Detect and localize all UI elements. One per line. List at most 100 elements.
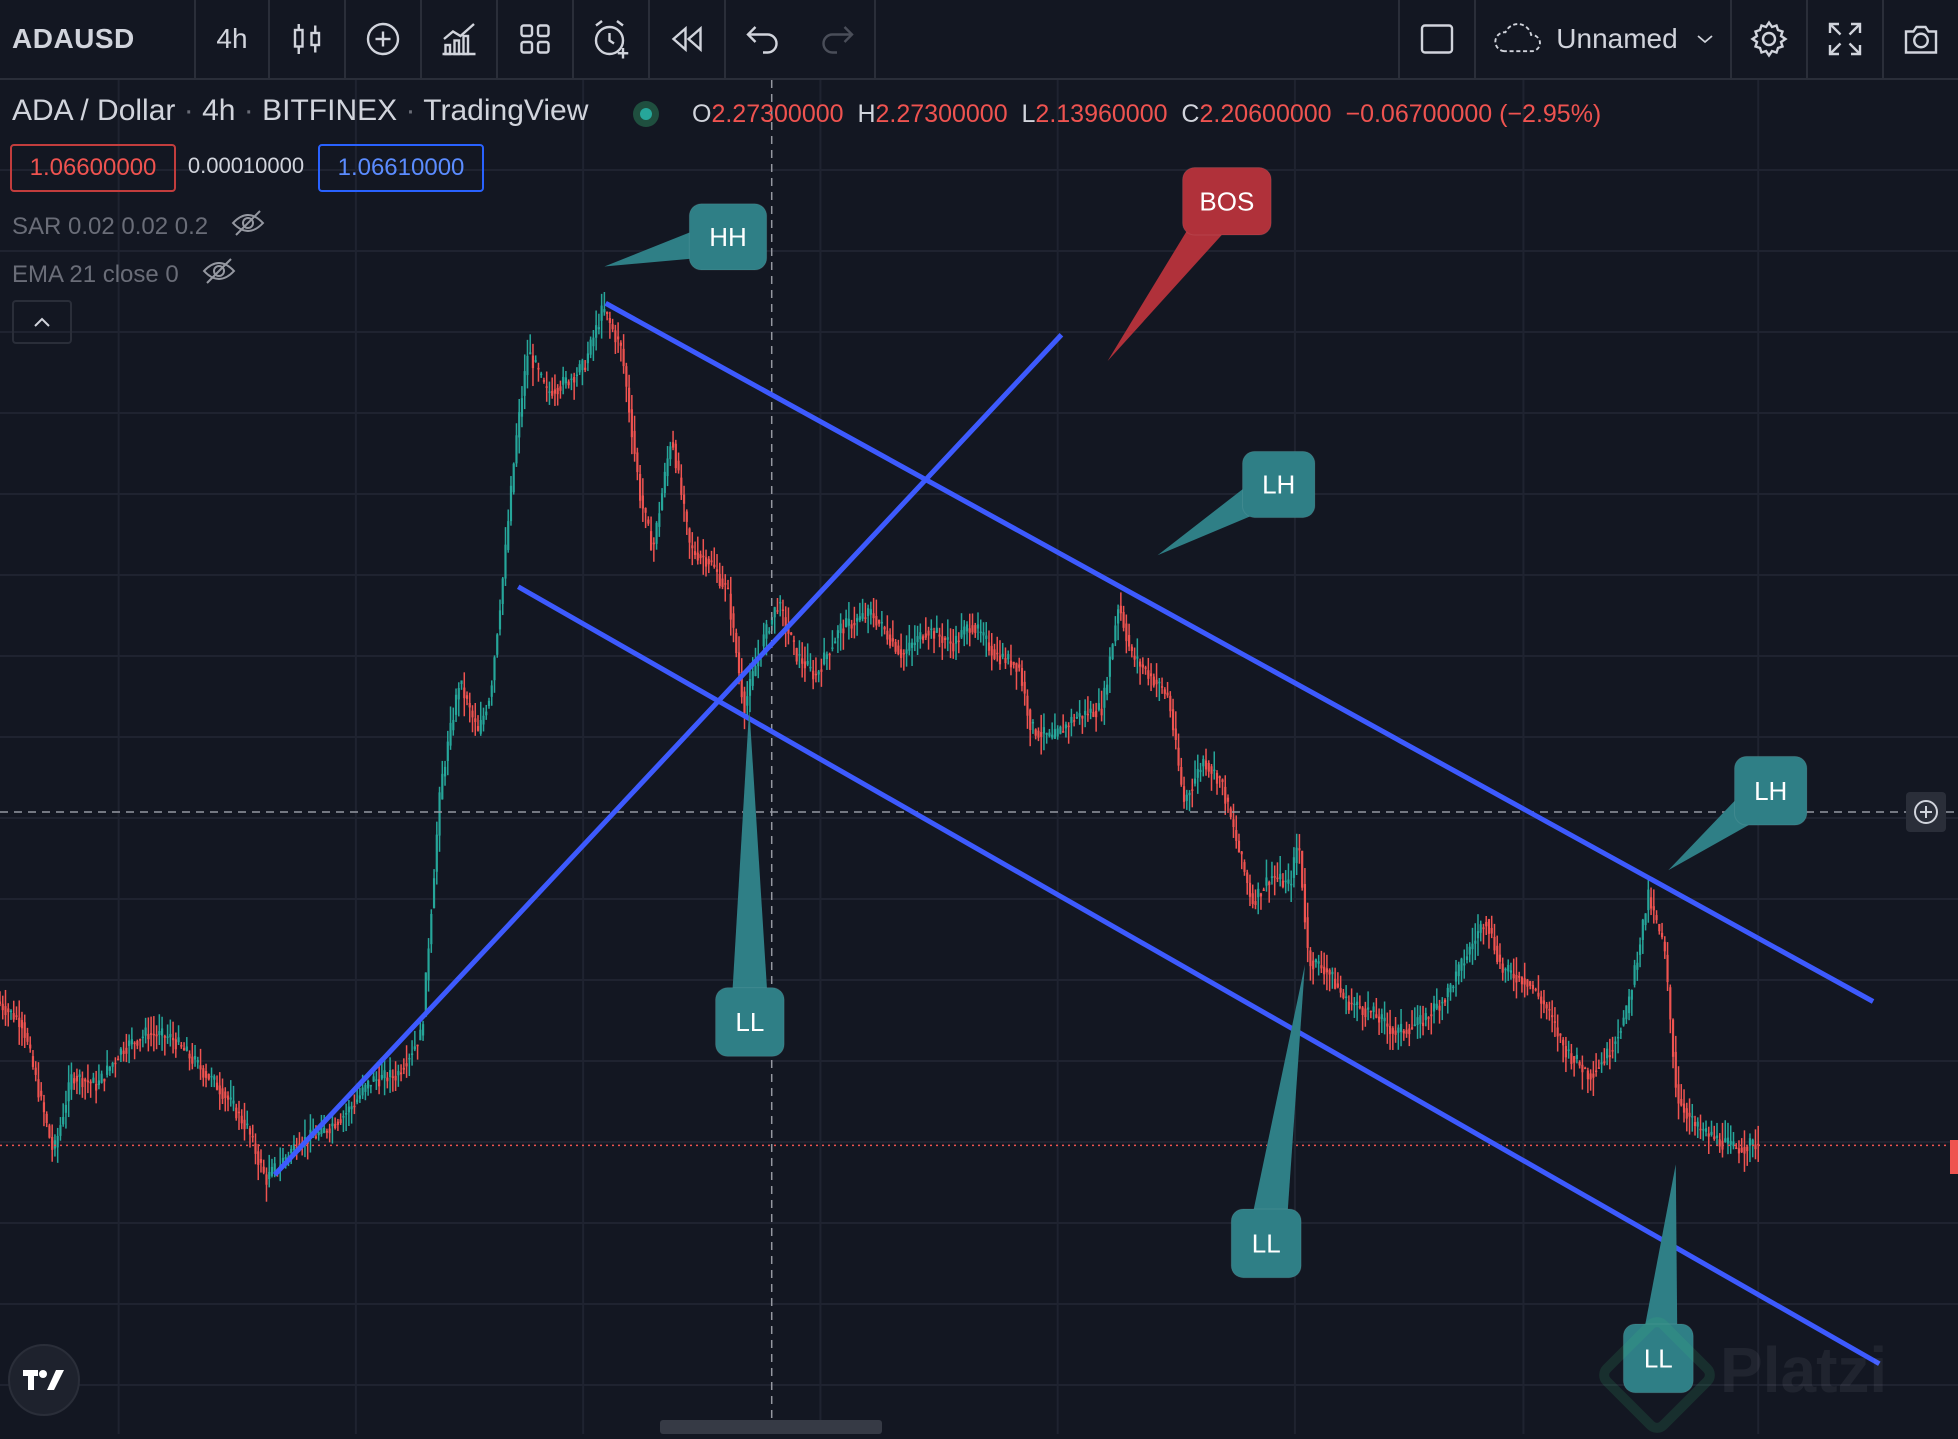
candle-body: [1487, 919, 1491, 934]
candle-body: [1482, 927, 1485, 930]
candle-body: [993, 649, 996, 659]
indicators-icon[interactable]: [422, 0, 496, 78]
symbol-search-button[interactable]: ADAUSD: [12, 23, 135, 54]
candle-body: [204, 1071, 208, 1078]
candle-body: [1570, 1053, 1573, 1064]
candle-body: [1746, 1146, 1749, 1152]
replay-icon[interactable]: [650, 0, 724, 78]
candle-body: [1380, 1014, 1383, 1019]
candle-body: [465, 695, 469, 699]
candle-body: [1685, 1108, 1688, 1119]
candle-body: [31, 1056, 35, 1067]
candle-body: [1402, 1030, 1405, 1034]
candle-body: [515, 435, 518, 464]
bar-style-icon[interactable]: [270, 0, 344, 78]
collapse-legend-button[interactable]: [12, 300, 72, 344]
candle-body: [1020, 668, 1024, 686]
candle-body: [1600, 1062, 1603, 1065]
candle-body: [454, 694, 458, 715]
alert-icon[interactable]: [574, 0, 648, 78]
open-value: 2.27300000: [711, 100, 844, 128]
snapshot-icon[interactable]: [1884, 0, 1958, 78]
candle-body: [649, 531, 653, 551]
add-price-alert-icon[interactable]: [1906, 792, 1946, 832]
single-layout-icon[interactable]: [1400, 0, 1474, 78]
candle-body: [1356, 1001, 1359, 1006]
indicator-ema[interactable]: EMA 21 close 0: [12, 256, 237, 293]
candle-body: [1342, 992, 1345, 999]
candle-body: [1688, 1112, 1691, 1117]
candle-body: [1029, 709, 1032, 731]
candle-body: [792, 640, 796, 642]
symbol-legend[interactable]: ADA / Dollar · 4h · BITFINEX · TradingVi…: [12, 94, 589, 127]
candle-body: [737, 652, 741, 674]
candle-body: [1463, 963, 1466, 966]
candle-body: [682, 494, 686, 504]
settings-icon[interactable]: [1732, 0, 1806, 78]
toolbar-divider: [1882, 0, 1884, 78]
spread-value: 0.00010000: [187, 153, 305, 178]
buy-button[interactable]: 1.06610000: [318, 144, 484, 192]
candle-body: [606, 311, 609, 315]
candle-body: [1169, 695, 1172, 712]
candle-body: [1564, 1045, 1568, 1058]
candle-body: [1086, 713, 1089, 716]
candle-body: [1314, 959, 1318, 963]
candle-body: [1089, 708, 1092, 713]
indicator-label: SAR 0.02 0.02 0.2: [12, 212, 209, 240]
interval-button[interactable]: 4h: [216, 23, 248, 54]
candle-body: [559, 386, 562, 391]
candle-body: [1465, 956, 1469, 960]
candle-body: [921, 636, 925, 641]
tradingview-logo[interactable]: [8, 1344, 80, 1416]
candle-body: [1301, 850, 1304, 888]
candle-body: [1625, 1005, 1628, 1020]
candle-body: [1496, 945, 1499, 962]
candle-body: [1166, 692, 1169, 696]
candle-body: [1067, 725, 1070, 728]
candle-body: [224, 1091, 227, 1098]
candle-body: [1658, 923, 1661, 932]
change-value: −0.06700000 (−2.95%): [1345, 100, 1602, 128]
candle-body: [18, 1017, 21, 1028]
candle-body: [402, 1067, 405, 1070]
candle-body: [1177, 747, 1180, 766]
layout-name-button[interactable]: Unnamed: [1476, 0, 1730, 78]
fullscreen-icon[interactable]: [1808, 0, 1882, 78]
market-status-icon[interactable]: [633, 101, 659, 127]
price-chart[interactable]: HH BOS LH LL LH LL LL: [0, 80, 1958, 1434]
candle-body: [350, 1106, 353, 1110]
indicator-sar[interactable]: SAR 0.02 0.02 0.2: [12, 208, 266, 245]
hidden-eye-icon[interactable]: [201, 256, 237, 293]
candle-body: [1735, 1147, 1738, 1150]
time-scrollbar[interactable]: [660, 1420, 882, 1434]
candle-body: [985, 635, 988, 639]
candle-body: [265, 1174, 268, 1185]
candle-body: [1702, 1129, 1705, 1131]
candle-body: [1070, 716, 1073, 723]
candle-body: [748, 679, 752, 696]
add-compare-icon[interactable]: [346, 0, 420, 78]
candle-body: [1144, 667, 1147, 669]
chevron-down-icon: [1696, 33, 1714, 45]
candle-body: [836, 630, 839, 639]
candle-body: [1457, 964, 1460, 977]
redo-icon[interactable]: [800, 0, 874, 78]
candle-body: [1191, 789, 1194, 791]
candle-body: [790, 632, 793, 635]
undo-icon[interactable]: [726, 0, 800, 78]
callout-pointer: [730, 707, 770, 1023]
candle-body: [1669, 987, 1672, 1020]
candle-body: [64, 1104, 68, 1113]
candle-body: [251, 1135, 254, 1138]
candle-body: [1254, 901, 1257, 905]
candle-body: [1100, 708, 1103, 716]
candle-body: [542, 380, 546, 382]
layout-templates-icon[interactable]: [498, 0, 572, 78]
candle-body: [1663, 941, 1666, 952]
sell-button[interactable]: 1.06600000: [10, 144, 176, 192]
candle-body: [191, 1056, 194, 1064]
hidden-eye-icon[interactable]: [230, 208, 266, 245]
candle-body: [625, 366, 628, 387]
candle-body: [81, 1078, 84, 1088]
